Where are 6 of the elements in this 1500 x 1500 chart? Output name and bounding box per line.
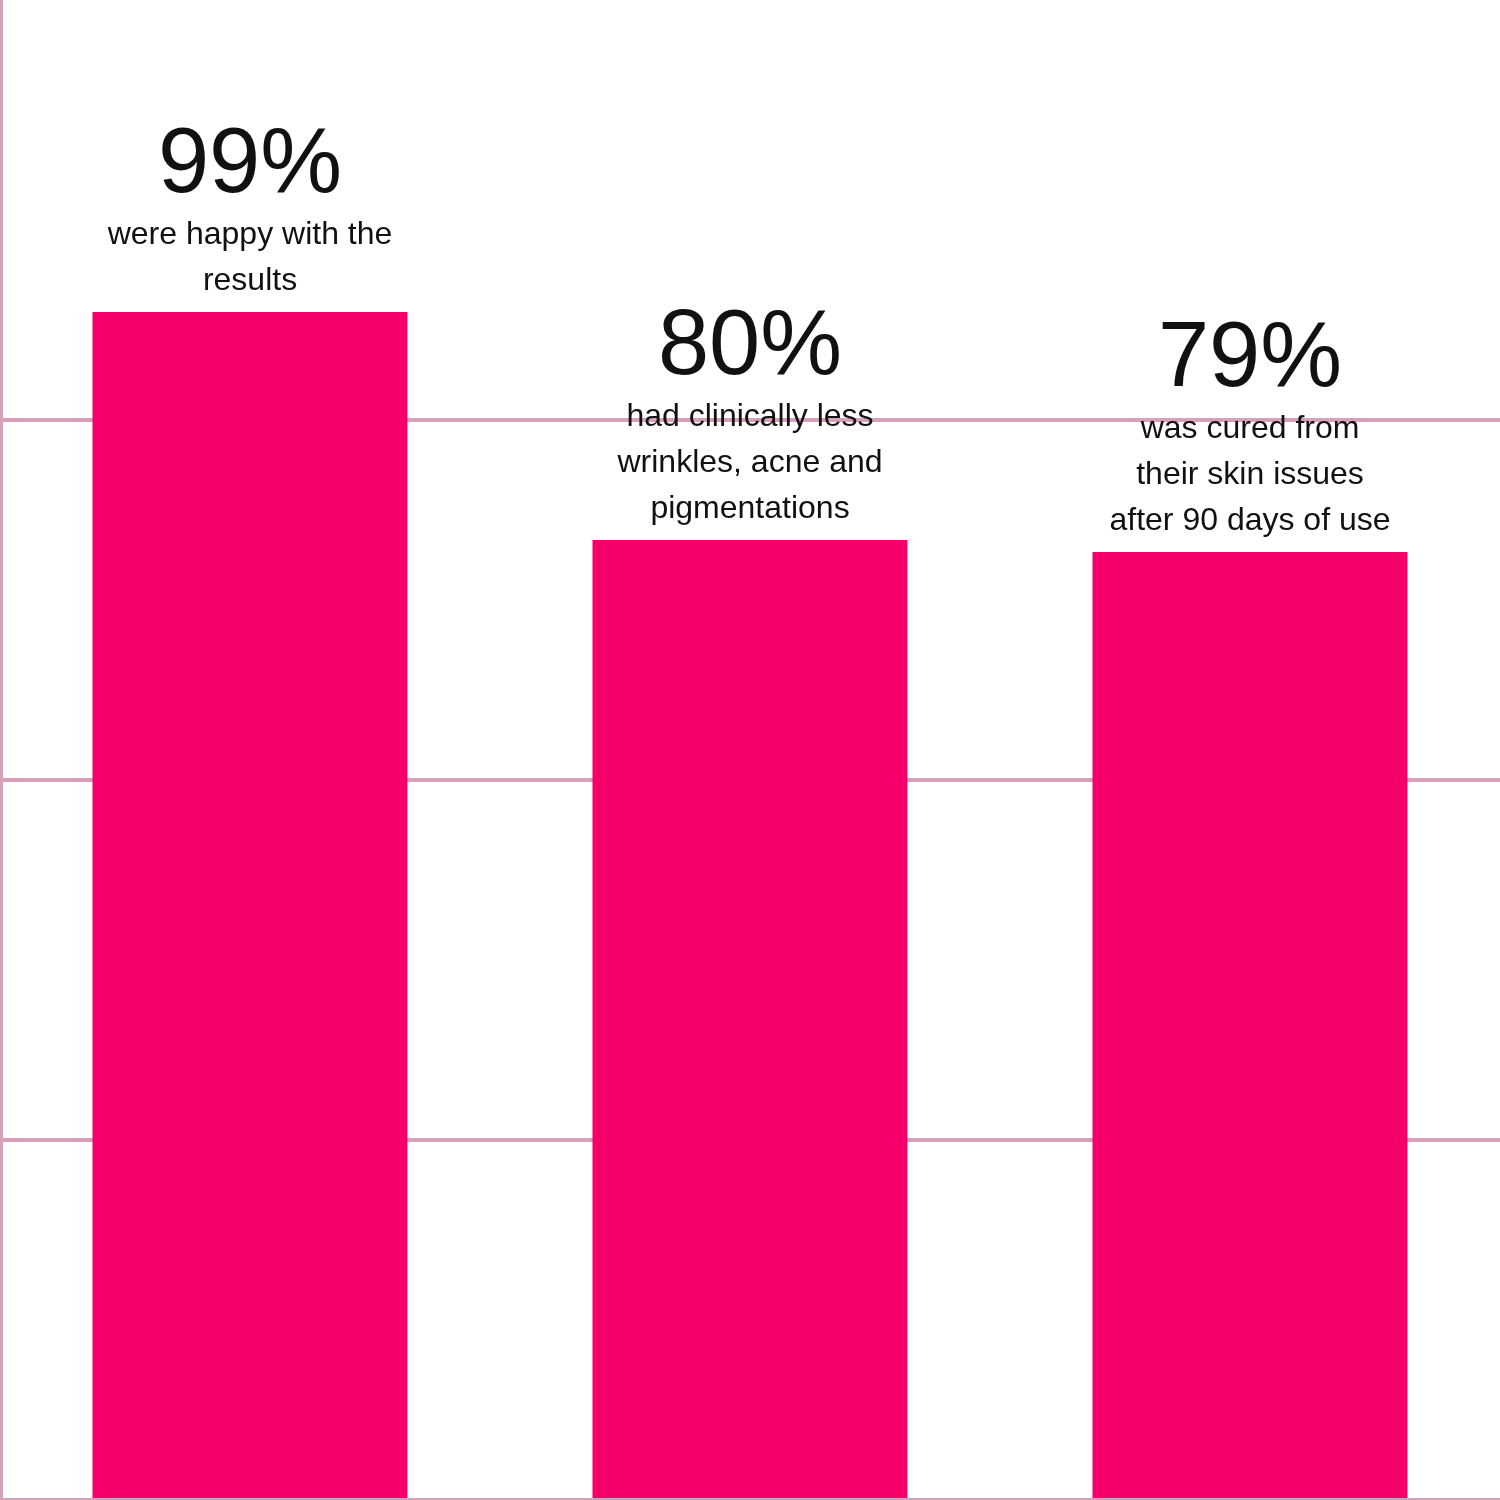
data-label: 79% [1157, 303, 1343, 405]
x-tick-label: was cured from their skin issues after 90 days of use [1109, 409, 1391, 537]
x-tick-label: had clinically less wrinkles, acne and pigmentations [616, 397, 883, 525]
x-tick-label: were happy with the results [106, 215, 393, 297]
data-label: 99% [157, 109, 343, 211]
data-label: 80% [657, 291, 843, 393]
